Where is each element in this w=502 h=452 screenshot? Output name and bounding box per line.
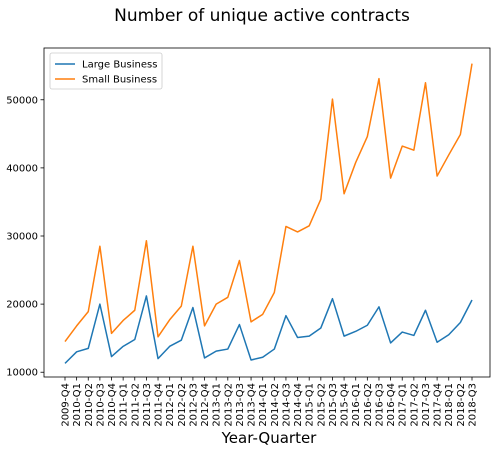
x-tick-label: 2010-Q1 (72, 383, 83, 427)
x-tick-label: 2012-Q1 (165, 383, 176, 427)
x-tick-label: 2014-Q2 (270, 383, 281, 427)
x-tick-label: 2014-Q4 (293, 383, 304, 427)
x-tick-label: 2017-Q2 (409, 383, 420, 427)
y-tick-label: 50000 (6, 95, 38, 106)
legend: Large Business Small Business (49, 52, 163, 90)
x-tick-label: 2016-Q2 (363, 383, 374, 427)
x-tick-label: 2013-Q4 (247, 383, 258, 427)
x-tick-label: 2010-Q3 (95, 383, 106, 427)
y-tick-label: 40000 (6, 163, 38, 174)
x-tick-label: 2011-Q4 (154, 383, 165, 427)
x-axis-label: Year-Quarter (221, 429, 318, 447)
x-tick-label: 2013-Q3 (235, 383, 246, 427)
x-tick-label: 2012-Q3 (188, 383, 199, 427)
x-tick-label: 2016-Q1 (351, 383, 362, 427)
y-tick-label: 30000 (6, 232, 38, 243)
x-tick-label: 2015-Q3 (328, 383, 339, 427)
x-tick-label: 2013-Q1 (212, 383, 223, 427)
x-tick-label: 2011-Q3 (142, 383, 153, 427)
x-tick-label: 2012-Q4 (200, 383, 211, 427)
x-tick-label: 2014-Q3 (281, 383, 292, 427)
x-tick-label: 2012-Q2 (177, 383, 188, 427)
x-tick-label: 2011-Q2 (130, 383, 141, 427)
y-tick-label: 10000 (6, 368, 38, 379)
chart-title: Number of unique active contracts (114, 6, 410, 26)
x-tick-label: 2016-Q4 (386, 383, 397, 427)
x-tick-label: 2017-Q4 (433, 383, 444, 427)
legend-box (49, 52, 163, 90)
legend-label: Small Business (82, 75, 157, 86)
x-tick-label: 2013-Q2 (223, 383, 234, 427)
x-tick-label: 2011-Q1 (119, 383, 130, 427)
plot-frame (43, 47, 491, 378)
x-tick-label: 2015-Q4 (340, 383, 351, 427)
x-tick-label: 2017-Q1 (398, 383, 409, 427)
series-line-small-business (64, 63, 473, 343)
y-tick-label: 20000 (6, 300, 38, 311)
x-tick-label: 2010-Q4 (107, 383, 118, 427)
x-tick-label: 2015-Q2 (316, 383, 327, 427)
series-line-large-business (64, 295, 473, 364)
x-tick-label: 2018-Q1 (444, 383, 455, 427)
x-tick-label: 2010-Q2 (84, 383, 95, 427)
x-tick-label: 2009-Q4 (61, 383, 72, 427)
x-tick-label: 2018-Q2 (456, 383, 467, 427)
x-tick-label: 2015-Q1 (305, 383, 316, 427)
x-axis: 2009-Q4 2010-Q1 2010-Q2 2010-Q3 2010-Q4 2011-… (61, 377, 479, 427)
x-tick-label: 2014-Q1 (258, 383, 269, 427)
y-axis: 10000 20000 30000 40000 50000 (6, 95, 44, 379)
x-tick-label: 2018-Q3 (468, 383, 479, 427)
plot-lines (64, 63, 473, 364)
legend-label: Large Business (82, 60, 157, 71)
x-tick-label: 2016-Q3 (374, 383, 385, 427)
x-tick-label: 2017-Q3 (421, 383, 432, 427)
